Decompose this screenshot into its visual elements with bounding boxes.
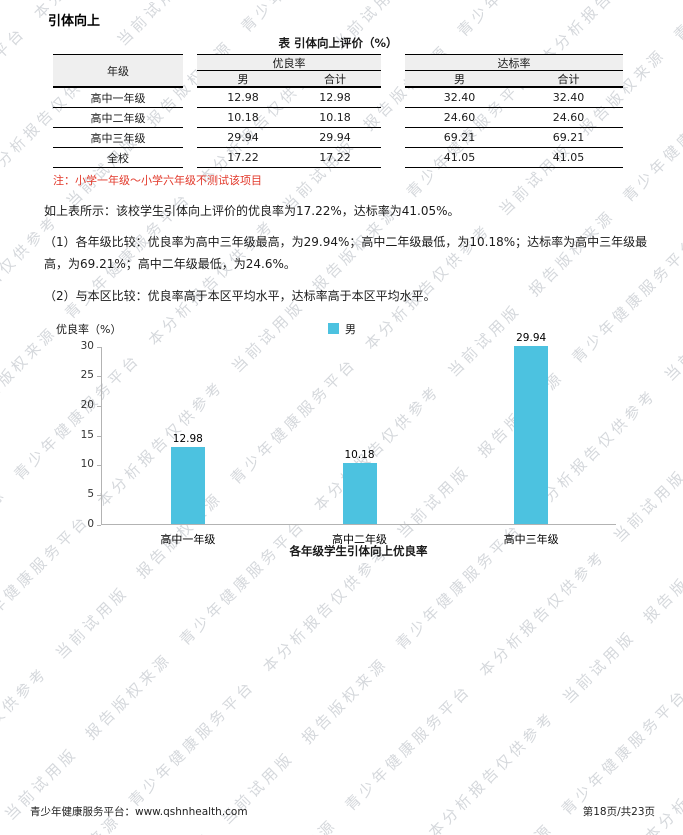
table-gap (183, 54, 197, 168)
cell-value: 12.98 (319, 91, 351, 104)
x-category-label: 高中一年级 (160, 532, 216, 546)
legend-swatch-male (328, 323, 339, 335)
legend-label: 男 (345, 322, 356, 336)
bar-value-label: 12.98 (172, 432, 203, 445)
cell-value: 29.94 (319, 131, 351, 144)
cell-value: 29.94 (227, 131, 259, 144)
table-row: 10.18 10.18 (197, 108, 381, 128)
y-tick-label: 20 (80, 399, 94, 412)
y-tick-label: 30 (80, 339, 94, 352)
table-row: 全校 (53, 148, 183, 168)
bar-高中三年级 (514, 346, 549, 524)
cell-value: 41.05 (443, 151, 476, 164)
bar-value-label: 29.94 (516, 332, 547, 345)
subcol-male: 男 (454, 72, 465, 86)
summary-paragraph: 如上表所示：该校学生引体向上评价的优良率为17.22%，达标率为41.05%。 (44, 204, 460, 218)
subcol-total: 合计 (324, 72, 346, 86)
x-category-label: 高中三年级 (503, 532, 559, 546)
cell-value: 24.60 (443, 111, 476, 124)
evaluation-table: 表 引体向上评价（%） 年级 高中一年级 高中二年级 高中三年级 全校 优良率 … (53, 35, 623, 188)
subheader-row: 男 合计 (197, 71, 381, 88)
cell-value: 10.18 (227, 111, 259, 124)
table-block-pass-rate: 达标率 男 合计 32.40 32.40 24.60 24.60 69.21 (405, 54, 623, 168)
bar-chart: 优良率（%） 男 0 5 10 15 20 25 30 12.98 高中一年级 10.18 高中二年… (56, 321, 628, 573)
col-header-pass-rate: 达标率 (405, 54, 623, 71)
table-row: 24.60 24.60 (405, 108, 623, 128)
chart-legend: 男 (328, 321, 356, 337)
table-grid: 年级 高中一年级 高中二年级 高中三年级 全校 优良率 男 合计 12.98 1 (53, 54, 623, 168)
y-tick-mark (97, 346, 101, 348)
subcol-male: 男 (237, 72, 249, 86)
page-number: 第18页/共23页 (582, 806, 655, 818)
y-tick-label: 10 (80, 458, 94, 471)
comparison-paragraph-2: （2）与本区比较：优良率高于本区平均水平，达标率高于本区平均水平。 (44, 288, 436, 303)
comparison-paragraph-1: （1）各年级比较：优良率为高中三年级最高，为29.94%；高中二年级最低，为10… (44, 235, 648, 272)
y-tick-label: 5 (87, 488, 94, 501)
y-tick-mark (97, 435, 101, 437)
table-gap (381, 54, 405, 168)
table-note: 注：小学一年级～小学六年级不测试该项目 (53, 174, 262, 187)
y-tick-mark (97, 406, 101, 408)
y-axis-label: 优良率（%） (56, 322, 122, 336)
cell-value: 41.05 (552, 151, 585, 164)
chart-title: 各年级学生引体向上优良率 (289, 543, 428, 558)
subheader-row: 男 合计 (405, 71, 623, 88)
report-content: 引体向上 表 引体向上评价（%） 年级 高中一年级 高中二年级 高中三年级 全校… (44, 14, 653, 573)
table-title: 表 引体向上评价（%） (278, 36, 398, 50)
table-row: 41.05 41.05 (405, 148, 623, 168)
bar-高中二年级 (342, 463, 377, 524)
table-block-excellent-rate: 优良率 男 合计 12.98 12.98 10.18 10.18 29.94 (197, 54, 381, 168)
analysis-text: 如上表所示：该校学生引体向上评价的优良率为17.22%，达标率为41.05%。 … (44, 200, 653, 307)
y-tick-label: 25 (80, 369, 94, 382)
cell-value: 17.22 (319, 151, 351, 164)
cell-value: 32.40 (443, 91, 476, 104)
y-tick-label: 15 (80, 428, 94, 441)
bar-高中一年级 (170, 446, 205, 524)
table-row: 高中三年级 (53, 128, 183, 148)
cell-value: 10.18 (319, 111, 351, 124)
cell-value: 17.22 (227, 151, 259, 164)
table-row: 29.94 29.94 (197, 128, 381, 148)
y-tick-mark (97, 495, 101, 497)
cell-value: 69.21 (552, 131, 585, 144)
table-row: 高中一年级 (53, 88, 183, 108)
plot-area: 0 5 10 15 20 25 30 12.98 高中一年级 10.18 高中二年级 29.94 高中三… (81, 332, 616, 546)
bar-value-label: 10.18 (344, 449, 375, 462)
cell-value: 32.40 (552, 91, 585, 104)
col-header-grade: 年级 (53, 54, 183, 88)
x-category-label: 高中二年级 (332, 532, 387, 546)
cell-value: 12.98 (227, 91, 259, 104)
table-row: 17.22 17.22 (197, 148, 381, 168)
y-tick-mark (97, 376, 101, 378)
y-tick-mark (97, 524, 101, 526)
table-row: 高中二年级 (53, 108, 183, 128)
y-tick-mark (97, 465, 101, 467)
page-title: 引体向上 (48, 14, 101, 29)
table-block-grade: 年级 高中一年级 高中二年级 高中三年级 全校 (53, 54, 183, 168)
table-row: 12.98 12.98 (197, 88, 381, 108)
subcol-total: 合计 (557, 72, 580, 86)
cell-value: 69.21 (443, 131, 476, 144)
footer-platform-url: 青少年健康服务平台：www.qshnhealth.com (30, 806, 248, 818)
col-header-excellent-rate: 优良率 (197, 54, 381, 71)
table-row: 32.40 32.40 (405, 88, 623, 108)
cell-value: 24.60 (552, 111, 585, 124)
table-row: 69.21 69.21 (405, 128, 623, 148)
y-tick-label: 0 (87, 517, 94, 530)
page-footer: 青少年健康服务平台：www.qshnhealth.com 第18页/共23页 (30, 804, 655, 819)
